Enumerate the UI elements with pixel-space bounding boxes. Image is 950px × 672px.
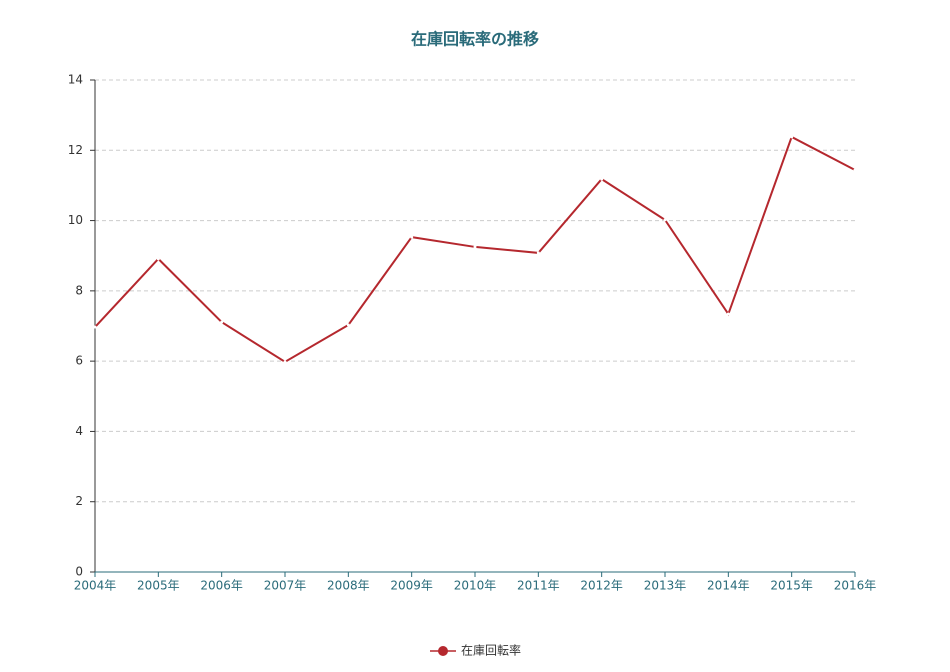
data-point — [853, 168, 857, 172]
legend-marker — [438, 646, 448, 656]
x-tick-label: 2014年 — [707, 579, 750, 593]
x-tick-label: 2015年 — [770, 579, 813, 593]
data-point — [346, 323, 350, 327]
x-tick-label: 2005年 — [137, 579, 180, 593]
data-point — [663, 218, 667, 222]
data-point — [410, 235, 414, 239]
data-line — [94, 135, 856, 364]
y-tick-label: 4 — [75, 424, 83, 438]
data-point — [93, 325, 97, 329]
y-tick-label: 10 — [68, 213, 83, 227]
x-tick-label: 2016年 — [834, 579, 877, 593]
data-point — [726, 312, 730, 316]
x-tick-label: 2013年 — [644, 579, 687, 593]
chart-title: 在庫回転率の推移 — [411, 30, 539, 49]
y-tick-label: 2 — [75, 494, 83, 508]
legend-label: 在庫回転率 — [461, 643, 521, 658]
x-tick-label: 2007年 — [264, 579, 307, 593]
x-tick-label: 2008年 — [327, 579, 370, 593]
data-point — [600, 177, 604, 181]
data-point — [536, 251, 540, 255]
data-point — [283, 360, 287, 364]
x-tick-label: 2010年 — [454, 579, 497, 593]
x-tick-label: 2011年 — [517, 579, 560, 593]
data-point — [156, 257, 160, 261]
x-tick-label: 2009年 — [390, 579, 433, 593]
x-tick-label: 2004年 — [74, 579, 117, 593]
data-point — [220, 320, 224, 324]
y-tick-label: 8 — [75, 283, 83, 297]
data-point — [473, 245, 477, 249]
y-tick-label: 0 — [75, 565, 83, 579]
data-point — [790, 135, 794, 139]
y-tick-label: 12 — [68, 143, 83, 157]
x-tick-label: 2012年 — [580, 579, 623, 593]
y-tick-label: 14 — [68, 73, 83, 87]
y-tick-label: 6 — [75, 354, 83, 368]
x-tick-label: 2006年 — [200, 579, 243, 593]
